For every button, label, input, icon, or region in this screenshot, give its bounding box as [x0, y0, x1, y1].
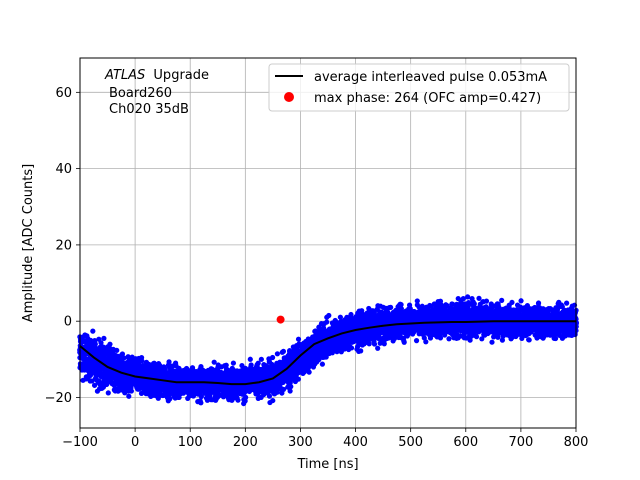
scatter-point: [287, 388, 293, 394]
scatter-point: [92, 341, 98, 347]
scatter-point: [230, 360, 237, 366]
scatter-point: [166, 359, 172, 365]
scatter-point: [243, 394, 249, 400]
scatter-point: [489, 339, 495, 345]
scatter-point: [280, 386, 287, 392]
scatter-points: [77, 294, 579, 407]
scatter-point: [526, 337, 532, 343]
scatter-point: [437, 335, 444, 341]
scatter-point: [467, 337, 473, 343]
scatter-point: [341, 346, 348, 352]
scatter-point: [500, 333, 506, 339]
scatter-point: [471, 301, 477, 307]
scatter-point: [473, 334, 480, 340]
scatter-point: [295, 376, 301, 382]
scatter-point: [348, 345, 355, 351]
scatter-point: [80, 338, 86, 344]
scatter-point: [388, 304, 394, 311]
scatter-point: [398, 306, 404, 312]
scatter-point: [414, 298, 420, 304]
scatter-point: [270, 354, 276, 361]
scatter-point: [366, 341, 372, 347]
scatter-point: [266, 393, 273, 399]
scatter-point: [139, 358, 145, 364]
scatter-point: [358, 348, 364, 354]
scatter-point: [413, 338, 420, 344]
scatter-point: [446, 336, 452, 342]
scatter-point: [162, 366, 168, 372]
scatter-point: [499, 337, 506, 343]
scatter-point: [91, 382, 98, 388]
scatter-point: [247, 356, 253, 362]
scatter-point: [167, 396, 173, 402]
scatter-point: [506, 305, 512, 311]
scatter-point: [319, 361, 326, 367]
scatter-point: [255, 360, 261, 366]
scatter-point: [371, 341, 378, 347]
scatter-point: [495, 334, 501, 340]
scatter-point: [377, 340, 383, 346]
scatter-point: [274, 351, 280, 357]
scatter-point: [323, 354, 329, 360]
scatter-point: [460, 296, 466, 302]
scatter-point: [98, 340, 104, 346]
scatter-point: [223, 362, 229, 368]
scatter-point: [326, 312, 332, 319]
scatter-point: [398, 302, 404, 308]
scatter-point: [476, 295, 482, 301]
scatter-point: [198, 393, 204, 400]
scatter-point: [128, 388, 134, 394]
scatter-point: [295, 336, 302, 342]
scatter-point: [101, 335, 107, 341]
scatter-point: [509, 299, 515, 306]
scatter-point: [248, 362, 254, 368]
scatter-point: [90, 328, 96, 334]
scatter-point: [119, 351, 126, 357]
scatter-point: [306, 369, 312, 375]
scatter-point: [126, 393, 132, 399]
scatter-point: [274, 389, 280, 395]
scatter-point: [176, 394, 182, 401]
scatter-point: [479, 336, 485, 342]
scatter-point: [288, 384, 294, 390]
scatter-point: [105, 390, 111, 396]
scatter-point: [337, 314, 343, 320]
scatter-point: [280, 348, 287, 354]
scatter-point: [324, 319, 330, 325]
scatter-point: [198, 400, 204, 406]
scatter-point: [375, 345, 381, 351]
scatter-point: [518, 298, 524, 304]
scatter-point: [499, 297, 505, 303]
scatter-point: [270, 397, 276, 404]
scatter-point: [114, 347, 120, 353]
scatter-point: [465, 294, 471, 300]
scatter-point: [401, 338, 407, 344]
scatter-point: [121, 355, 127, 361]
scatter-point: [235, 397, 241, 403]
scatter-point: [423, 339, 429, 345]
scatter-point: [107, 341, 113, 347]
scatter-point: [483, 298, 490, 304]
scatter-point: [211, 359, 217, 365]
scatter-point: [258, 356, 264, 362]
